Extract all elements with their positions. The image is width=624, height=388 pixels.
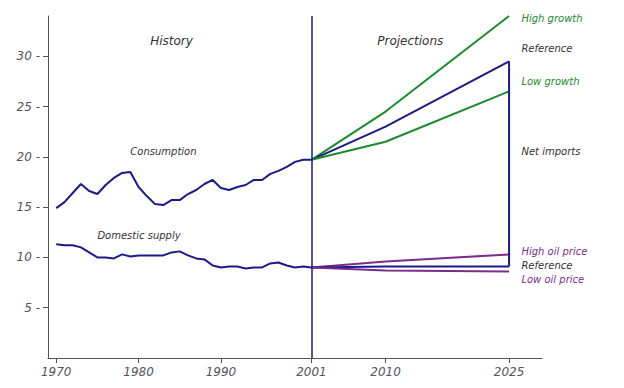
svg-text:10 -: 10 - xyxy=(17,250,40,264)
svg-text:2001: 2001 xyxy=(296,365,327,379)
svg-text:Reference: Reference xyxy=(521,260,572,271)
svg-text:Low oil price: Low oil price xyxy=(521,274,584,285)
svg-text:5 -: 5 - xyxy=(24,301,40,315)
svg-text:High oil price: High oil price xyxy=(521,246,587,257)
svg-text:Domestic supply: Domestic supply xyxy=(97,230,181,241)
svg-text:30 -: 30 - xyxy=(17,49,40,63)
svg-text:2010: 2010 xyxy=(370,365,401,379)
svg-text:1970: 1970 xyxy=(41,365,72,379)
svg-text:1980: 1980 xyxy=(123,365,154,379)
svg-text:Reference: Reference xyxy=(521,43,572,54)
svg-text:Low growth: Low growth xyxy=(521,76,579,87)
svg-text:2025: 2025 xyxy=(494,365,525,379)
svg-text:1990: 1990 xyxy=(206,365,237,379)
svg-text:20 -: 20 - xyxy=(17,150,40,164)
svg-text:25 -: 25 - xyxy=(17,100,40,114)
svg-text:High growth: High growth xyxy=(521,13,582,24)
svg-text:15 -: 15 - xyxy=(17,200,40,214)
svg-text:Net imports: Net imports xyxy=(521,146,580,157)
svg-text:Projections: Projections xyxy=(377,34,443,48)
svg-text:Consumption: Consumption xyxy=(130,146,196,157)
svg-text:History: History xyxy=(150,34,194,48)
